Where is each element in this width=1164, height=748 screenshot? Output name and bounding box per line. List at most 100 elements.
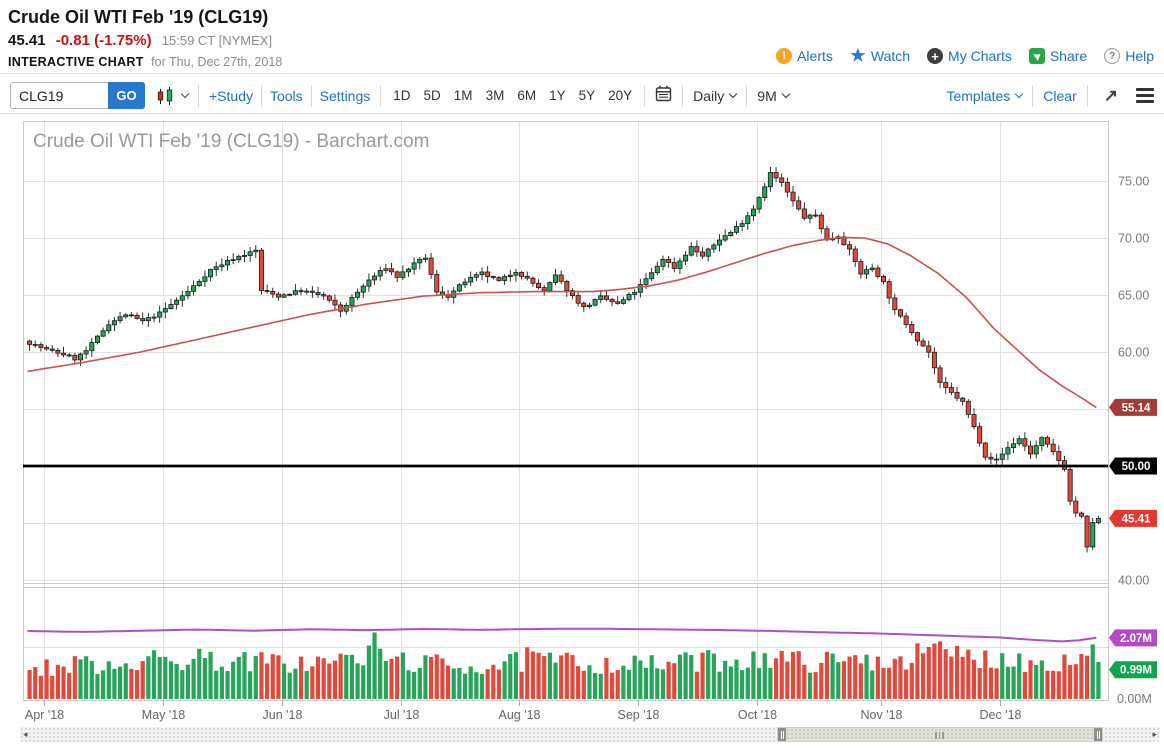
header-action-label: Watch: [870, 48, 911, 64]
horizontal-gridlines: [23, 181, 1108, 648]
svg-text:Jun '18: Jun '18: [263, 708, 303, 722]
svg-text:75.00: 75.00: [1118, 175, 1149, 189]
svg-text:Jul '18: Jul '18: [384, 708, 420, 722]
header-action-label: Alerts: [797, 48, 833, 64]
frequency-value: Daily: [693, 87, 725, 104]
toolbar-right: Templates Clear ↗: [946, 84, 1154, 107]
add-study-button[interactable]: +Study: [209, 87, 253, 104]
last-price: 45.41: [8, 32, 46, 49]
moving-average-line: [27, 236, 1097, 409]
time-axis: Apr '18 May '18 Jun '18 Jul '18 Aug '18 Sep '…: [25, 700, 1022, 722]
chart-toolbar: GO +Study Tools Settings 1D 5D 1M 3M 6M 1Y 5Y 2…: [0, 78, 1164, 114]
svg-text:40.00: 40.00: [1118, 574, 1149, 588]
header-divider: [0, 73, 1164, 74]
svg-text:45.41: 45.41: [1122, 513, 1151, 525]
window-value: 9M: [757, 87, 777, 104]
svg-text:Oct '18: Oct '18: [738, 708, 777, 722]
chevron-down-icon: [781, 89, 790, 99]
toolbar-divider: [1086, 84, 1088, 107]
candlestick-series: [27, 166, 1101, 553]
scrollbar-handle-right[interactable]: [1094, 728, 1102, 741]
svg-text:May '18: May '18: [142, 708, 185, 722]
scrollbar-thumb[interactable]: [777, 727, 1103, 742]
svg-text:Nov '18: Nov '18: [861, 708, 903, 722]
menu-icon[interactable]: [1136, 88, 1154, 103]
pane-borders: [23, 121, 1109, 701]
header-action-help[interactable]: ? Help: [1104, 48, 1154, 64]
header-action-my-charts[interactable]: + My Charts: [927, 48, 1012, 64]
svg-text:Apr '18: Apr '18: [25, 708, 64, 722]
toolbar-links: +Study Tools Settings: [209, 84, 371, 107]
chart-watermark: Crude Oil WTI Feb '19 (CLG19) - Barchart…: [33, 131, 429, 152]
last-price-badge: 45.41: [1109, 509, 1157, 527]
range-5y[interactable]: 5Y: [578, 88, 596, 103]
settings-button[interactable]: Settings: [319, 87, 371, 104]
chart-scrollbar[interactable]: ◂ ▸: [20, 727, 1160, 742]
scrollbar-grip: [935, 732, 944, 739]
svg-text:2.07M: 2.07M: [1120, 633, 1152, 645]
level-badge-50: 50.00: [1109, 457, 1157, 475]
open-interest-badge: 2.07M: [1109, 629, 1157, 647]
range-1m[interactable]: 1M: [453, 88, 473, 103]
toolbar-divider: [682, 84, 684, 107]
chevron-down-icon: [729, 89, 738, 99]
svg-text:Aug '18: Aug '18: [498, 708, 540, 722]
range-1y[interactable]: 1Y: [549, 88, 566, 103]
frequency-dropdown[interactable]: Daily: [693, 87, 738, 104]
scrollbar-handle-left[interactable]: [778, 728, 786, 741]
toolbar-divider: [380, 84, 382, 107]
price-axis: 75.00 70.00 65.00 60.00 40.00 0.00M: [1117, 175, 1152, 707]
svg-text:70.00: 70.00: [1118, 232, 1149, 246]
page-label-row: INTERACTIVE CHART for Thu, Dec 27th, 201…: [8, 55, 282, 69]
volume-zero-label: 0.00M: [1117, 692, 1152, 706]
window-dropdown[interactable]: 9M: [757, 87, 790, 104]
scrollbar-right-arrow[interactable]: ▸: [1152, 729, 1157, 739]
svg-text:50.00: 50.00: [1122, 461, 1151, 473]
quote-time: 15:59 CT [NYMEX]: [161, 33, 273, 48]
templates-dropdown[interactable]: Templates: [946, 88, 1024, 104]
toolbar-divider: [260, 84, 262, 107]
header-action-label: Help: [1125, 48, 1154, 64]
chevron-down-icon: [180, 89, 190, 99]
annotation-arrow-tool[interactable]: ↗: [1103, 85, 1118, 105]
scrollbar-left-arrow[interactable]: ◂: [23, 729, 28, 739]
range-20y[interactable]: 20Y: [608, 88, 633, 103]
price-change: -0.81 (-1.75%): [55, 32, 152, 49]
alert-icon: !: [776, 48, 793, 64]
toolbar-divider: [310, 84, 312, 107]
volume-badge: 0.99M: [1109, 661, 1157, 679]
go-button[interactable]: GO: [108, 82, 145, 109]
svg-text:Dec '18: Dec '18: [980, 708, 1022, 722]
open-interest-line: [27, 627, 1097, 643]
header-actions: ! Alerts ★ Watch + My Charts Share? Help: [776, 46, 1154, 65]
symbol-input[interactable]: [10, 82, 108, 109]
chart-type-dropdown[interactable]: [157, 86, 190, 106]
page-title: INTERACTIVE CHART: [8, 55, 144, 69]
volume-series: [27, 632, 1101, 699]
quote-header: Crude Oil WTI Feb '19 (CLG19) 45.41 -0.8…: [0, 0, 1164, 74]
header-action-label: My Charts: [948, 48, 1012, 64]
svg-text:65.00: 65.00: [1118, 289, 1149, 303]
plus-icon: +: [927, 48, 944, 64]
star-icon: ★: [850, 46, 866, 65]
svg-text:0.99M: 0.99M: [1120, 665, 1152, 677]
symbol-title: Crude Oil WTI Feb '19 (CLG19): [8, 7, 269, 27]
range-5d[interactable]: 5D: [423, 88, 441, 103]
range-1d[interactable]: 1D: [393, 88, 411, 103]
calendar-button[interactable]: [655, 85, 672, 107]
clear-button[interactable]: Clear: [1043, 87, 1077, 104]
header-action-alerts[interactable]: ! Alerts: [776, 48, 833, 64]
header-action-watch[interactable]: ★ Watch: [850, 46, 911, 65]
range-3m[interactable]: 3M: [485, 88, 505, 103]
chart-canvas[interactable]: Crude Oil WTI Feb '19 (CLG19) - Barchart…: [0, 115, 1164, 727]
toolbar-divider: [644, 84, 646, 107]
toolbar-divider: [198, 84, 199, 107]
help-icon: ?: [1104, 48, 1121, 64]
toolbar-divider: [1032, 84, 1034, 107]
header-action-share[interactable]: Share: [1028, 48, 1087, 64]
range-6m[interactable]: 6M: [517, 88, 537, 103]
chevron-down-icon: [1015, 89, 1024, 99]
range-selector: 1D 5D 1M 3M 6M 1Y 5Y 20Y: [393, 88, 632, 103]
tools-button[interactable]: Tools: [269, 87, 303, 104]
